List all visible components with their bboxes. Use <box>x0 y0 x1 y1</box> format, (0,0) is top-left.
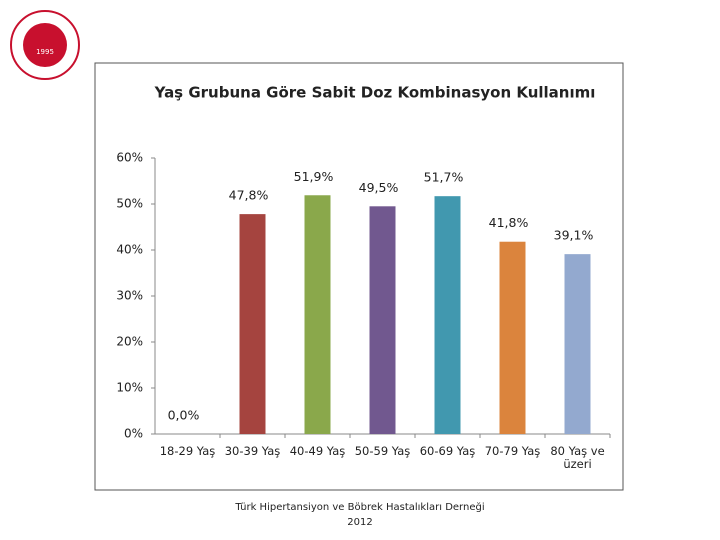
footer-line1: Türk Hipertansiyon ve Böbrek Hastalıklar… <box>235 502 485 513</box>
value-label: 51,9% <box>294 169 334 184</box>
x-tick-label: 18-29 Yaş <box>159 444 216 458</box>
x-tick-label: 60-69 Yaş <box>419 444 476 458</box>
x-tick-label: 50-59 Yaş <box>354 444 411 458</box>
value-label: 0,0% <box>168 408 200 423</box>
y-tick-label: 10% <box>116 381 143 395</box>
logo: 1995 <box>10 10 80 80</box>
x-tick-label: 30-39 Yaş <box>224 444 281 458</box>
chart-title: Yaş Grubuna Göre Sabit Doz Kombinasyon K… <box>154 84 596 102</box>
y-tick-label: 50% <box>116 197 143 211</box>
value-label: 47,8% <box>229 188 269 203</box>
value-label: 49,5% <box>359 180 399 195</box>
y-tick-label: 0% <box>124 427 143 441</box>
logo-center <box>23 23 67 67</box>
bar <box>239 214 266 434</box>
x-tick-label: 40-49 Yaş <box>289 444 346 458</box>
bar <box>304 195 331 434</box>
value-label: 51,7% <box>424 170 464 185</box>
bar <box>369 206 396 434</box>
y-tick-label: 30% <box>116 289 143 303</box>
x-tick-label: 70-79 Yaş <box>484 444 541 458</box>
bar <box>434 196 461 434</box>
y-tick-label: 60% <box>116 151 143 165</box>
bar <box>564 254 591 434</box>
logo-year: 1995 <box>36 48 54 56</box>
value-label: 41,8% <box>489 215 529 230</box>
value-label: 39,1% <box>554 228 594 243</box>
x-tick-label: 80 Yaş ve üzeri <box>550 444 605 471</box>
chart-frame <box>94 62 624 491</box>
y-tick-label: 20% <box>116 335 143 349</box>
y-tick-label: 40% <box>116 243 143 257</box>
bar <box>499 241 526 434</box>
footer-line2: 2012 <box>347 517 373 528</box>
